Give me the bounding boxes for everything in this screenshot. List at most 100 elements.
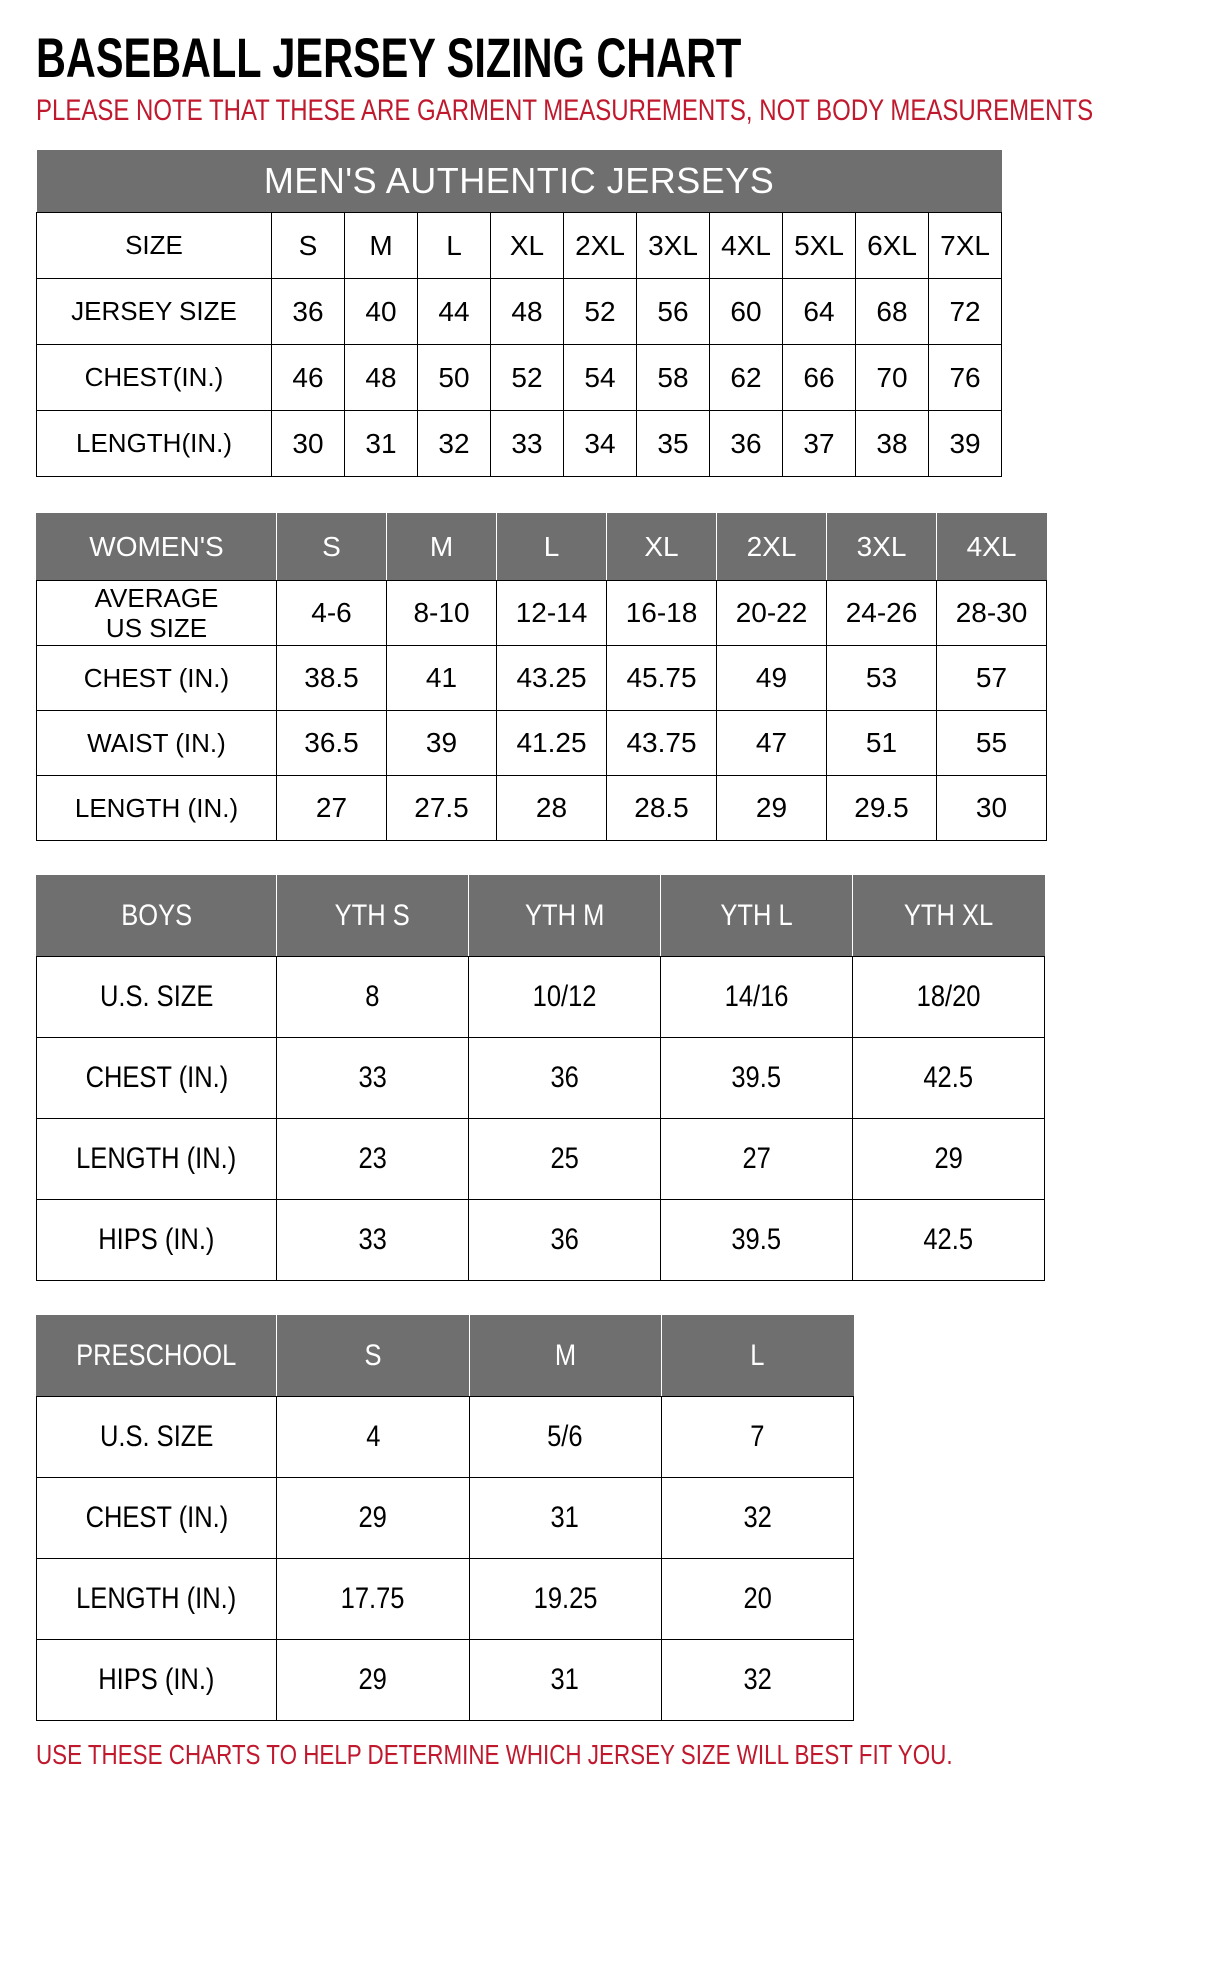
table-cell: 19.25 (468, 1558, 662, 1640)
table-cell: 72 (927, 278, 1003, 345)
table-cell: 8-10 (386, 580, 497, 646)
boys-col-yth-m-text: YTH M (524, 899, 605, 932)
table-row: LENGTH (IN.) 17.75 19.25 20 (35, 1558, 855, 1640)
boys-col-yth-s: YTH S (276, 875, 469, 957)
footer-note: USE THESE CHARTS TO HELP DETERMINE WHICH… (36, 1739, 953, 1770)
boys-col-yth-xl: YTH XL (852, 875, 1045, 957)
table-row: CHEST (IN.) 29 31 32 (35, 1477, 855, 1559)
table-cell-text: 25 (550, 1142, 579, 1175)
table-cell: 42.5 (852, 1199, 1045, 1281)
table-cell: 7 (660, 1396, 855, 1478)
table-cell: 42.5 (852, 1037, 1045, 1119)
table-cell-text: 20 (743, 1582, 772, 1615)
mens-col-6xl: 6XL (855, 212, 929, 279)
table-cell-text: 19.25 (533, 1582, 598, 1615)
table-cell: 23 (276, 1118, 469, 1200)
table-cell: 70 (855, 344, 929, 411)
table-cell: 27 (276, 775, 387, 841)
table-cell: 10/12 (468, 956, 661, 1038)
table-row: CHEST(IN.) 46 48 50 52 54 58 62 66 70 76 (36, 344, 1003, 411)
table-cell: 39.5 (660, 1037, 853, 1119)
table-cell: 52 (563, 278, 637, 345)
womens-row-label-average-us-size: AVERAGE US SIZE (36, 580, 277, 646)
table-row: JERSEY SIZE 36 40 44 48 52 56 60 64 68 7… (36, 278, 1003, 345)
table-cell: 37 (782, 410, 856, 477)
preschool-col-s-text: S (364, 1339, 382, 1372)
table-cell: 41 (386, 645, 497, 711)
table-cell: 55 (936, 710, 1047, 776)
table-cell: 51 (826, 710, 937, 776)
mens-col-4xl: 4XL (709, 212, 783, 279)
womens-row-label-length: LENGTH (IN.) (36, 775, 277, 841)
table-cell-text: 39.5 (731, 1061, 782, 1094)
table-cell: 44 (417, 278, 491, 345)
preschool-col-s: S (276, 1315, 470, 1397)
table-cell: 48 (490, 278, 564, 345)
table-cell: 68 (855, 278, 929, 345)
mens-col-3xl: 3XL (636, 212, 710, 279)
table-cell: 16-18 (606, 580, 717, 646)
table-cell: 18/20 (852, 956, 1045, 1038)
table-row: WAIST (IN.) 36.5 39 41.25 43.75 47 51 55 (36, 710, 1047, 776)
boys-col-yth-s-text: YTH S (334, 899, 411, 932)
table-cell: 43.25 (496, 645, 607, 711)
table-cell-text: 5/6 (547, 1420, 583, 1453)
table-cell: 5/6 (468, 1396, 662, 1478)
boys-col-yth-l-text: YTH L (720, 899, 793, 932)
table-row: U.S. SIZE 8 10/12 14/16 18/20 (36, 956, 1045, 1038)
table-cell: 4 (276, 1396, 470, 1478)
preschool-sizing-table: PRESCHOOL S M L U.S. SIZE 4 5/6 7 CHEST … (35, 1315, 855, 1721)
table-cell: 47 (716, 710, 827, 776)
mens-col-7xl: 7XL (927, 212, 1003, 279)
boys-col-yth-l: YTH L (660, 875, 853, 957)
table-cell: 8 (276, 956, 469, 1038)
boys-row-label-chest: CHEST (IN.) (36, 1037, 277, 1119)
boys-row-label-length: LENGTH (IN.) (36, 1118, 277, 1200)
boys-row-label-us-size: U.S. SIZE (36, 956, 277, 1038)
womens-col-3xl: 3XL (826, 513, 937, 581)
table-cell: 46 (271, 344, 345, 411)
boys-row-label-text: HIPS (IN.) (98, 1223, 215, 1256)
table-row: HIPS (IN.) 33 36 39.5 42.5 (36, 1199, 1045, 1281)
table-cell: 49 (716, 645, 827, 711)
table-cell: 56 (636, 278, 710, 345)
table-cell: 32 (660, 1639, 855, 1721)
table-cell-text: 17.75 (340, 1582, 405, 1615)
womens-corner-label: WOMEN'S (36, 513, 277, 581)
preschool-row-label-length: LENGTH (IN.) (35, 1558, 278, 1640)
table-cell: 27 (660, 1118, 853, 1200)
table-cell: 29.5 (826, 775, 937, 841)
table-cell: 31 (468, 1477, 662, 1559)
table-row: U.S. SIZE 4 5/6 7 (35, 1396, 855, 1478)
table-cell: 25 (468, 1118, 661, 1200)
table-cell: 34 (563, 410, 637, 477)
mens-row-label-chest: CHEST(IN.) (36, 344, 272, 411)
page-title: BASEBALL JERSEY SIZING CHART (36, 26, 742, 89)
table-row: LENGTH (IN.) 23 25 27 29 (36, 1118, 1045, 1200)
womens-col-s: S (276, 513, 387, 581)
table-cell: 32 (660, 1477, 855, 1559)
preschool-row-label-text: U.S. SIZE (99, 1420, 214, 1453)
boys-row-label-hips: HIPS (IN.) (36, 1199, 277, 1281)
table-cell: 39 (927, 410, 1003, 477)
boys-sizing-table: BOYS YTH S YTH M YTH L YTH XL U.S. SIZE … (36, 875, 1045, 1281)
preschool-col-l: L (660, 1315, 855, 1397)
preschool-row-label-text: CHEST (IN.) (85, 1501, 228, 1534)
table-cell: 30 (271, 410, 345, 477)
table-cell: 45.75 (606, 645, 717, 711)
mens-title-row: MEN'S AUTHENTIC JERSEYS (36, 150, 1002, 213)
table-cell: 38.5 (276, 645, 387, 711)
table-cell: 64 (782, 278, 856, 345)
mens-header-row: SIZE S M L XL 2XL 3XL 4XL 5XL 6XL 7XL (36, 212, 1003, 279)
table-cell: 53 (826, 645, 937, 711)
mens-col-2xl: 2XL (563, 212, 637, 279)
table-cell: 31 (468, 1639, 662, 1721)
table-cell: 58 (636, 344, 710, 411)
preschool-col-m: M (468, 1315, 662, 1397)
table-cell-text: 39.5 (731, 1223, 782, 1256)
table-cell-text: 10/12 (532, 980, 597, 1013)
table-cell: 48 (344, 344, 418, 411)
table-cell: 29 (276, 1477, 470, 1559)
table-cell-text: 27 (742, 1142, 771, 1175)
